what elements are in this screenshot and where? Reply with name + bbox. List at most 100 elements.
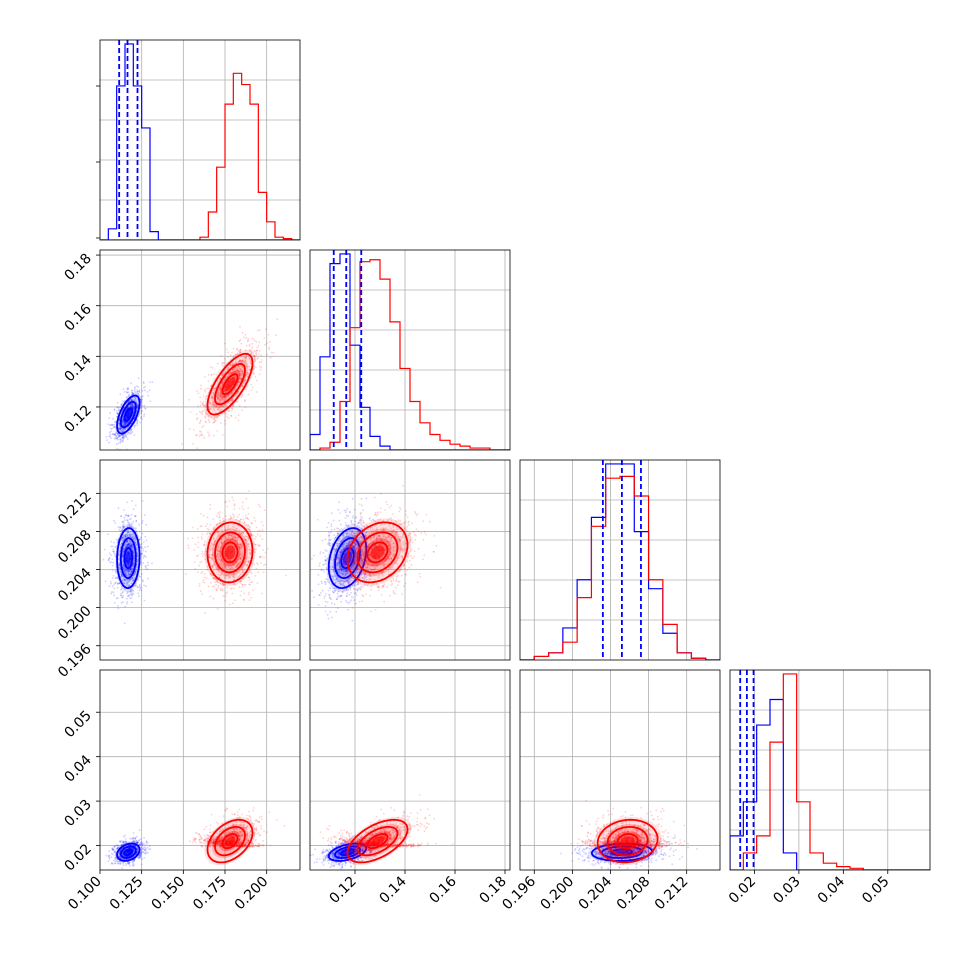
red-histogram-0 (100, 72, 300, 240)
data-point (201, 434, 204, 437)
data-point (208, 408, 211, 411)
data-point (200, 411, 203, 414)
data-point (232, 535, 234, 538)
red-contour-2 (206, 352, 254, 416)
data-point (246, 386, 248, 388)
data-point (350, 599, 353, 602)
data-point (336, 592, 339, 595)
data-point (139, 576, 142, 578)
data-point (207, 528, 210, 531)
data-point (234, 561, 237, 564)
data-point (118, 434, 121, 437)
data-point (335, 587, 338, 590)
data-point (250, 522, 253, 524)
data-point (212, 367, 214, 369)
data-point (245, 357, 248, 359)
data-point (236, 392, 238, 395)
data-point (236, 347, 239, 350)
data-point (125, 535, 127, 538)
data-point (336, 542, 338, 545)
data-point (205, 387, 208, 390)
data-point (345, 542, 348, 545)
data-point (219, 574, 222, 577)
data-point (349, 511, 351, 514)
data-point (317, 604, 320, 606)
data-point (326, 557, 328, 560)
data-point (130, 390, 133, 392)
data-point (213, 373, 215, 376)
data-point (238, 359, 241, 362)
data-point (130, 533, 133, 536)
data-point (342, 571, 345, 574)
data-point (136, 555, 139, 557)
data-point (238, 340, 241, 343)
scatter-panel-2-1 (309, 459, 511, 661)
data-point (221, 408, 223, 411)
data-point (217, 392, 220, 395)
data-point (240, 553, 242, 555)
data-point (236, 565, 239, 568)
data-point (241, 384, 243, 387)
data-point (200, 387, 202, 390)
data-point (345, 531, 348, 534)
data-point (235, 560, 237, 563)
data-point (319, 594, 321, 597)
data-point (269, 341, 271, 343)
data-point (143, 584, 146, 587)
data-point (129, 535, 132, 538)
data-point (216, 401, 219, 403)
data-point (132, 393, 135, 395)
data-point (416, 513, 419, 515)
data-point (236, 384, 238, 386)
data-point (124, 570, 126, 573)
data-point (246, 373, 249, 376)
data-point (230, 391, 233, 394)
data-point (136, 422, 139, 424)
data-point (241, 568, 244, 571)
data-point (244, 560, 247, 563)
data-point (130, 517, 133, 520)
data-point (122, 520, 125, 523)
data-point (223, 390, 226, 393)
data-point (228, 533, 231, 536)
data-point (196, 417, 199, 420)
data-point (208, 406, 211, 409)
panel-frame (99, 249, 301, 451)
data-point (116, 412, 119, 415)
data-point (233, 504, 236, 507)
data-point (120, 574, 123, 577)
data-point (121, 578, 124, 581)
data-point (227, 539, 230, 542)
data-point (253, 355, 256, 358)
data-point (128, 393, 131, 396)
data-point (127, 581, 130, 584)
data-point (199, 525, 202, 528)
data-point (110, 554, 112, 557)
data-point (419, 575, 422, 578)
data-point (219, 519, 222, 522)
data-point (107, 423, 109, 426)
red-histogram-1 (310, 259, 510, 450)
data-point (319, 562, 321, 565)
data-point (125, 423, 127, 425)
data-point (121, 539, 124, 542)
data-point (222, 521, 225, 523)
data-point (241, 331, 244, 334)
data-point (233, 514, 235, 517)
data-point (235, 519, 238, 521)
data-point (232, 573, 234, 576)
data-point (132, 405, 135, 408)
data-point (129, 531, 131, 534)
data-point (120, 529, 123, 532)
data-point (200, 434, 202, 436)
data-point (347, 526, 350, 528)
data-point (224, 539, 227, 542)
data-point (133, 537, 135, 540)
data-point (213, 403, 216, 406)
data-point (131, 406, 134, 409)
data-point (259, 556, 262, 559)
blue-density (125, 410, 131, 419)
data-point (346, 532, 348, 535)
data-point (234, 541, 236, 543)
data-point (130, 570, 133, 573)
